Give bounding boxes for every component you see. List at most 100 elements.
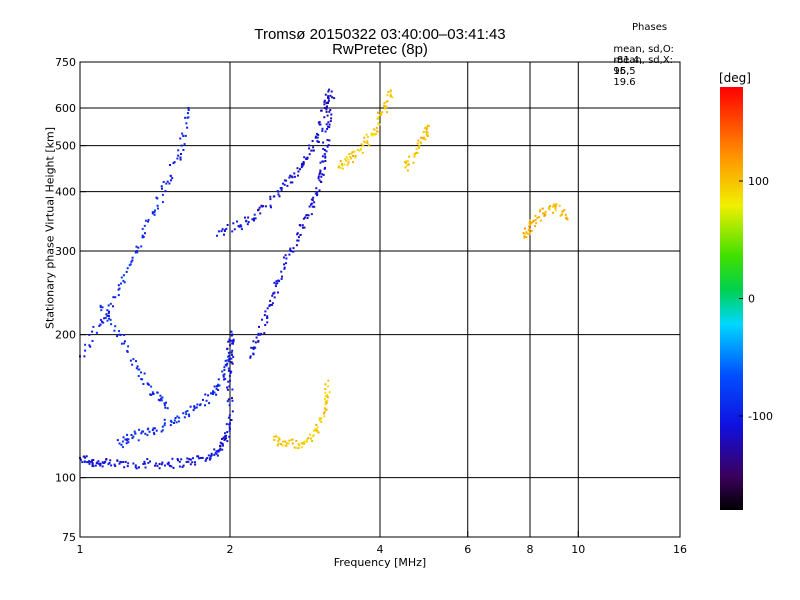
data-point (92, 465, 95, 468)
data-point (110, 323, 113, 326)
chart-title: Tromsø 20150322 03:40:00–03:41:43 (254, 26, 506, 43)
data-point (254, 341, 257, 344)
data-point (254, 346, 257, 349)
data-point (142, 236, 145, 238)
data-point (308, 153, 311, 156)
data-point (403, 161, 406, 163)
data-point (156, 464, 159, 467)
data-point (152, 431, 155, 434)
data-point (212, 393, 215, 395)
data-point (110, 464, 113, 467)
data-point (323, 411, 326, 414)
data-point (306, 438, 308, 441)
data-point (522, 232, 525, 235)
data-point (315, 135, 317, 138)
data-point (142, 383, 145, 385)
data-point (327, 379, 330, 382)
data-point (552, 211, 554, 214)
data-point (90, 460, 93, 463)
data-point (330, 90, 333, 93)
data-point (160, 399, 163, 402)
data-point (127, 438, 130, 441)
data-point (118, 462, 121, 465)
data-point (317, 133, 320, 136)
data-point (88, 462, 91, 465)
data-point (278, 438, 281, 441)
data-point (227, 369, 230, 372)
data-point (174, 417, 177, 419)
data-point (316, 132, 318, 135)
data-point (163, 404, 166, 407)
data-point (277, 291, 279, 294)
data-point (328, 88, 331, 91)
phase-x-label: mean, sd,X: (613, 55, 674, 66)
data-point (271, 302, 274, 305)
data-point (141, 236, 144, 239)
data-point (333, 97, 336, 100)
data-point (238, 225, 241, 228)
data-point (420, 136, 423, 139)
data-point (161, 396, 164, 399)
data-point (215, 450, 218, 453)
data-point (359, 147, 362, 150)
data-point (239, 224, 242, 227)
data-point (423, 127, 426, 130)
data-point (296, 233, 299, 236)
data-point (140, 371, 142, 374)
data-point (277, 442, 280, 445)
data-point (307, 214, 310, 217)
data-point (216, 385, 219, 387)
data-point (232, 338, 235, 341)
data-point (322, 147, 325, 150)
data-point (182, 412, 185, 415)
data-point (554, 209, 557, 212)
data-point (173, 422, 175, 424)
data-point (186, 112, 189, 115)
data-point (136, 365, 139, 368)
data-point (529, 231, 532, 234)
data-point (126, 350, 129, 353)
data-point (289, 250, 292, 252)
data-point (134, 432, 137, 435)
data-point (278, 195, 281, 198)
data-point (356, 148, 359, 151)
data-point (280, 189, 283, 191)
data-point (425, 128, 428, 131)
data-point (232, 355, 235, 358)
data-point (120, 342, 123, 345)
data-point (282, 256, 285, 259)
data-point (310, 213, 313, 216)
data-point (183, 143, 186, 146)
data-point (307, 437, 310, 440)
data-point (147, 461, 150, 464)
data-point (208, 458, 211, 461)
data-point (282, 440, 285, 443)
data-point (344, 158, 347, 161)
data-point (325, 108, 328, 111)
data-point (549, 205, 552, 208)
data-point (228, 339, 231, 342)
data-point (135, 367, 138, 370)
data-point (363, 136, 366, 139)
data-point (205, 399, 208, 402)
y-tick-label-500: 500 (55, 140, 76, 153)
data-point (181, 132, 184, 135)
data-point (176, 157, 179, 160)
data-point (199, 457, 202, 459)
data-point (153, 433, 156, 436)
data-point (153, 211, 156, 214)
data-point (312, 196, 315, 199)
data-point (538, 210, 541, 213)
colorbar-unit: [deg] (719, 71, 751, 85)
data-point (375, 130, 378, 133)
data-point (325, 408, 328, 411)
data-point (181, 466, 184, 468)
data-point (164, 406, 167, 409)
data-point (424, 138, 427, 141)
data-point (363, 141, 366, 144)
y-tick-label-100: 100 (55, 472, 76, 485)
data-point (227, 416, 230, 419)
data-point (89, 345, 92, 348)
data-point (316, 191, 319, 194)
data-point (288, 176, 291, 179)
